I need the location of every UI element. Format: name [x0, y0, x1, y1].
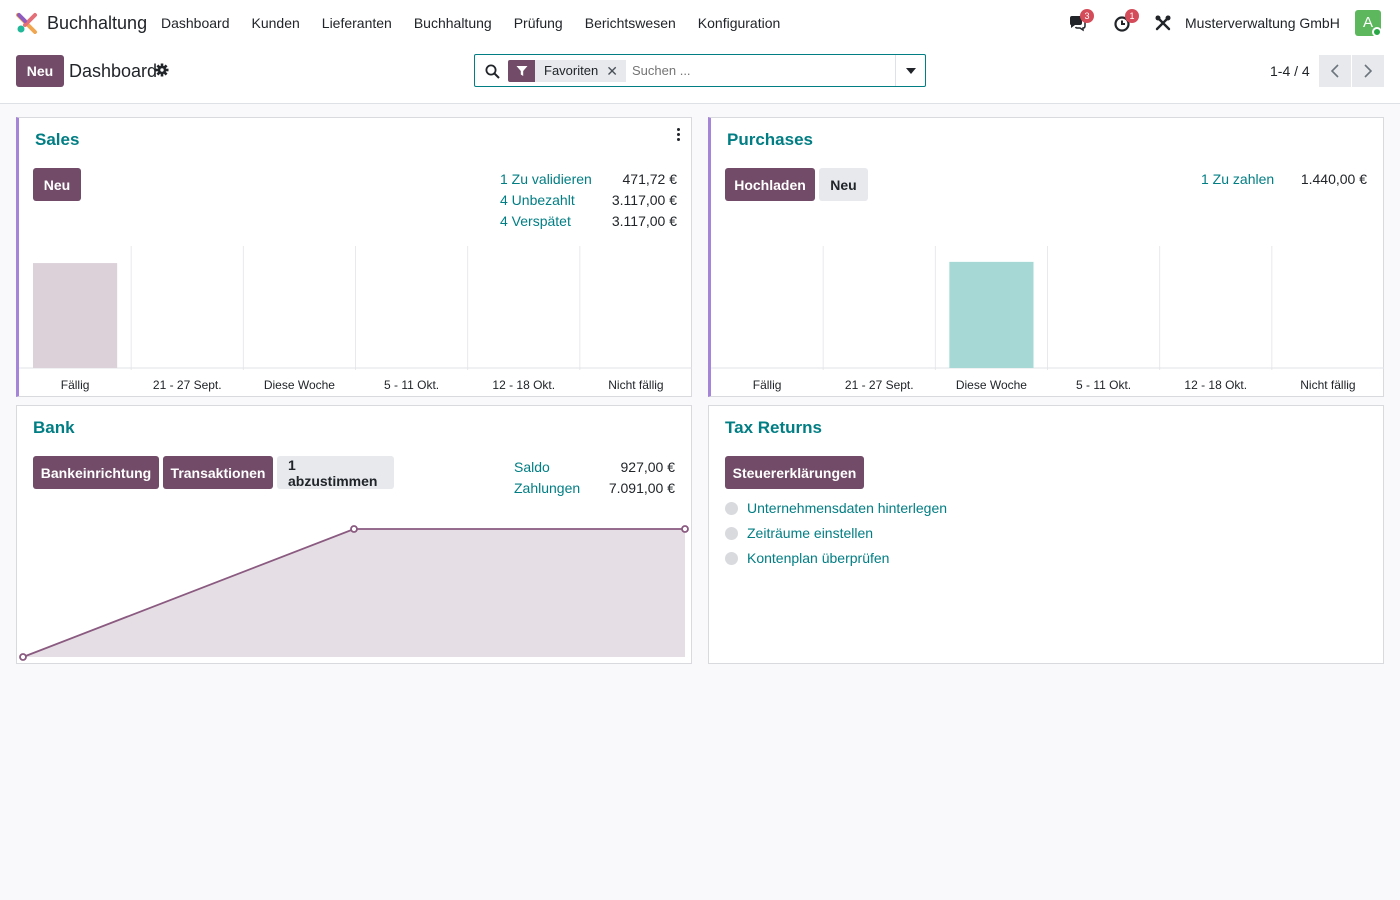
search-bar: Favoriten ✕	[474, 54, 926, 87]
sales-x-tick-label: Fällig	[61, 378, 90, 392]
filter-icon	[508, 60, 535, 82]
purchases-bar-chart[interactable]: Fällig 21 - 27 Sept. Diese Woche 5 - 11 Okt…	[711, 246, 1384, 396]
sales-x-tick-label: 21 - 27 Sept.	[153, 378, 222, 392]
tax-step-chart-of-accounts[interactable]: Kontenplan überprüfen	[725, 550, 889, 566]
sales-stat-to-validate[interactable]: 1 Zu validieren	[500, 171, 592, 187]
sales-stat-unpaid-value: 3.117,00 €	[611, 192, 677, 208]
online-status-icon	[1372, 27, 1382, 37]
menu-konfiguration[interactable]: Konfiguration	[697, 15, 781, 31]
sales-bar[interactable]	[33, 263, 118, 368]
bank-balance-point[interactable]	[350, 525, 358, 533]
menu-berichtswesen[interactable]: Berichtswesen	[584, 15, 676, 31]
bank-balance-area	[23, 529, 685, 657]
tax-step-label: Zeiträume einstellen	[747, 525, 874, 541]
chevron-left-icon	[1331, 64, 1339, 78]
purchases-journal-card: Purchases Hochladen Neu 1 Zu zahlen 1.44…	[708, 117, 1384, 397]
purchases-bar-chart-svg: Fällig 21 - 27 Sept. Diese Woche 5 - 11 Okt…	[711, 246, 1384, 392]
purchases-x-tick-label: 12 - 18 Okt.	[1184, 378, 1247, 392]
gear-icon[interactable]	[155, 63, 169, 77]
step-status-icon	[725, 526, 738, 540]
company-switcher[interactable]: Musterverwaltung GmbH	[1185, 15, 1340, 31]
search-input[interactable]	[632, 63, 892, 78]
bank-balance-point[interactable]	[681, 525, 689, 533]
new-button[interactable]: Neu	[16, 55, 64, 87]
tax-step-periods[interactable]: Zeiträume einstellen	[725, 525, 873, 541]
card-menu-icon[interactable]	[675, 128, 681, 142]
sales-stat-late[interactable]: 4 Verspätet	[500, 213, 571, 229]
sales-stat-late-value: 3.117,00 €	[611, 213, 677, 229]
tax-step-label: Kontenplan überprüfen	[747, 550, 890, 566]
tax-returns-button[interactable]: Steuererklärungen	[725, 456, 864, 489]
menu-kunden[interactable]: Kunden	[251, 15, 300, 31]
menu-dashboard[interactable]: Dashboard	[161, 15, 230, 31]
facet-remove-icon[interactable]: ✕	[606, 60, 626, 82]
sales-journal-card: Sales Neu 1 Zu validieren 471,72 € 4 Unb…	[16, 117, 692, 397]
sales-bar-chart-svg: Fällig 21 - 27 Sept. Diese Woche 5 - 11 Okt…	[19, 246, 692, 392]
tools-icon[interactable]	[1154, 14, 1172, 32]
step-status-icon	[725, 501, 738, 515]
purchases-stat-to-pay-value: 1.440,00 €	[1300, 171, 1367, 187]
sales-stat-unpaid[interactable]: 4 Unbezahlt	[500, 192, 575, 208]
sales-x-tick-label: Nicht fällig	[608, 378, 663, 392]
purchases-x-tick-label: 5 - 11 Okt.	[1076, 378, 1131, 392]
pager-previous-button[interactable]	[1319, 55, 1351, 87]
purchases-x-tick-label: 21 - 27 Sept.	[845, 378, 914, 392]
tax-step-company-data[interactable]: Unternehmensdaten hinterlegen	[725, 500, 947, 516]
main-menu: Dashboard Kunden Lieferanten Buchhaltung…	[161, 15, 802, 31]
bank-journal-card: Bank Bankeinrichtung Transaktionen 1 abz…	[16, 405, 692, 664]
pager-next-button[interactable]	[1352, 55, 1384, 87]
messages-badge: 3	[1080, 9, 1094, 23]
search-facet: Favoriten ✕	[508, 60, 626, 82]
bank-title[interactable]: Bank	[33, 418, 75, 437]
sales-new-button[interactable]: Neu	[33, 168, 81, 201]
search-options-toggle[interactable]	[895, 55, 925, 86]
bank-setup-button[interactable]: Bankeinrichtung	[33, 456, 159, 489]
pager-value[interactable]: 1-4 / 4	[1270, 63, 1310, 79]
purchases-upload-button[interactable]: Hochladen	[725, 168, 815, 201]
bank-stat-balance-value: 927,00 €	[620, 459, 676, 475]
purchases-new-button[interactable]: Neu	[819, 168, 868, 201]
purchases-x-tick-label: Nicht fällig	[1300, 378, 1355, 392]
purchases-x-tick-label: Fällig	[753, 378, 782, 392]
facet-label: Favoriten	[535, 60, 607, 82]
tax-step-label: Unternehmensdaten hinterlegen	[747, 500, 948, 516]
sales-x-tick-label: 12 - 18 Okt.	[492, 378, 555, 392]
chevron-right-icon	[1364, 64, 1372, 78]
app-logo-icon[interactable]	[16, 12, 38, 34]
menu-buchhaltung[interactable]: Buchhaltung	[413, 15, 492, 31]
tax-returns-card: Tax Returns Steuererklärungen Unternehme…	[708, 405, 1384, 664]
purchases-title[interactable]: Purchases	[727, 130, 813, 149]
bank-stat-payments[interactable]: Zahlungen	[514, 480, 581, 496]
tax-title[interactable]: Tax Returns	[725, 418, 822, 437]
bank-reconcile-button[interactable]: 1 abzustimmen	[277, 456, 394, 489]
activities-badge: 1	[1125, 9, 1139, 23]
sales-x-tick-label: Diese Woche	[264, 378, 335, 392]
caret-down-icon	[905, 67, 916, 74]
search-icon[interactable]	[485, 64, 500, 79]
bank-transactions-button[interactable]: Transaktionen	[163, 456, 273, 489]
bank-balance-chart[interactable]	[17, 518, 691, 664]
sales-bar-chart[interactable]: Fällig 21 - 27 Sept. Diese Woche 5 - 11 Okt…	[19, 246, 692, 396]
menu-lieferanten[interactable]: Lieferanten	[321, 15, 392, 31]
app-name[interactable]: Buchhaltung	[47, 13, 148, 33]
purchases-bar[interactable]	[949, 261, 1034, 368]
sales-title[interactable]: Sales	[35, 130, 80, 149]
menu-pruefung[interactable]: Prüfung	[513, 15, 563, 31]
bank-balance-chart-svg	[19, 525, 689, 661]
page-title: Dashboard	[69, 61, 158, 81]
messages-icon[interactable]: 3	[1068, 9, 1094, 32]
step-status-icon	[725, 551, 738, 565]
purchases-x-tick-label: Diese Woche	[956, 378, 1027, 392]
sales-stat-to-validate-value: 471,72 €	[622, 171, 678, 187]
activities-clock-icon[interactable]: 1	[1113, 9, 1139, 32]
bank-stat-payments-value: 7.091,00 €	[608, 480, 675, 496]
control-panel: Neu Dashboard Favoriten ✕ 1-4 / 4	[0, 46, 1400, 104]
sales-x-tick-label: 5 - 11 Okt.	[384, 378, 439, 392]
top-navbar: Buchhaltung Dashboard Kunden Lieferanten…	[0, 0, 1400, 46]
bank-balance-point[interactable]	[19, 653, 27, 661]
bank-stat-balance[interactable]: Saldo	[514, 459, 550, 475]
purchases-stat-to-pay[interactable]: 1 Zu zahlen	[1201, 171, 1275, 187]
